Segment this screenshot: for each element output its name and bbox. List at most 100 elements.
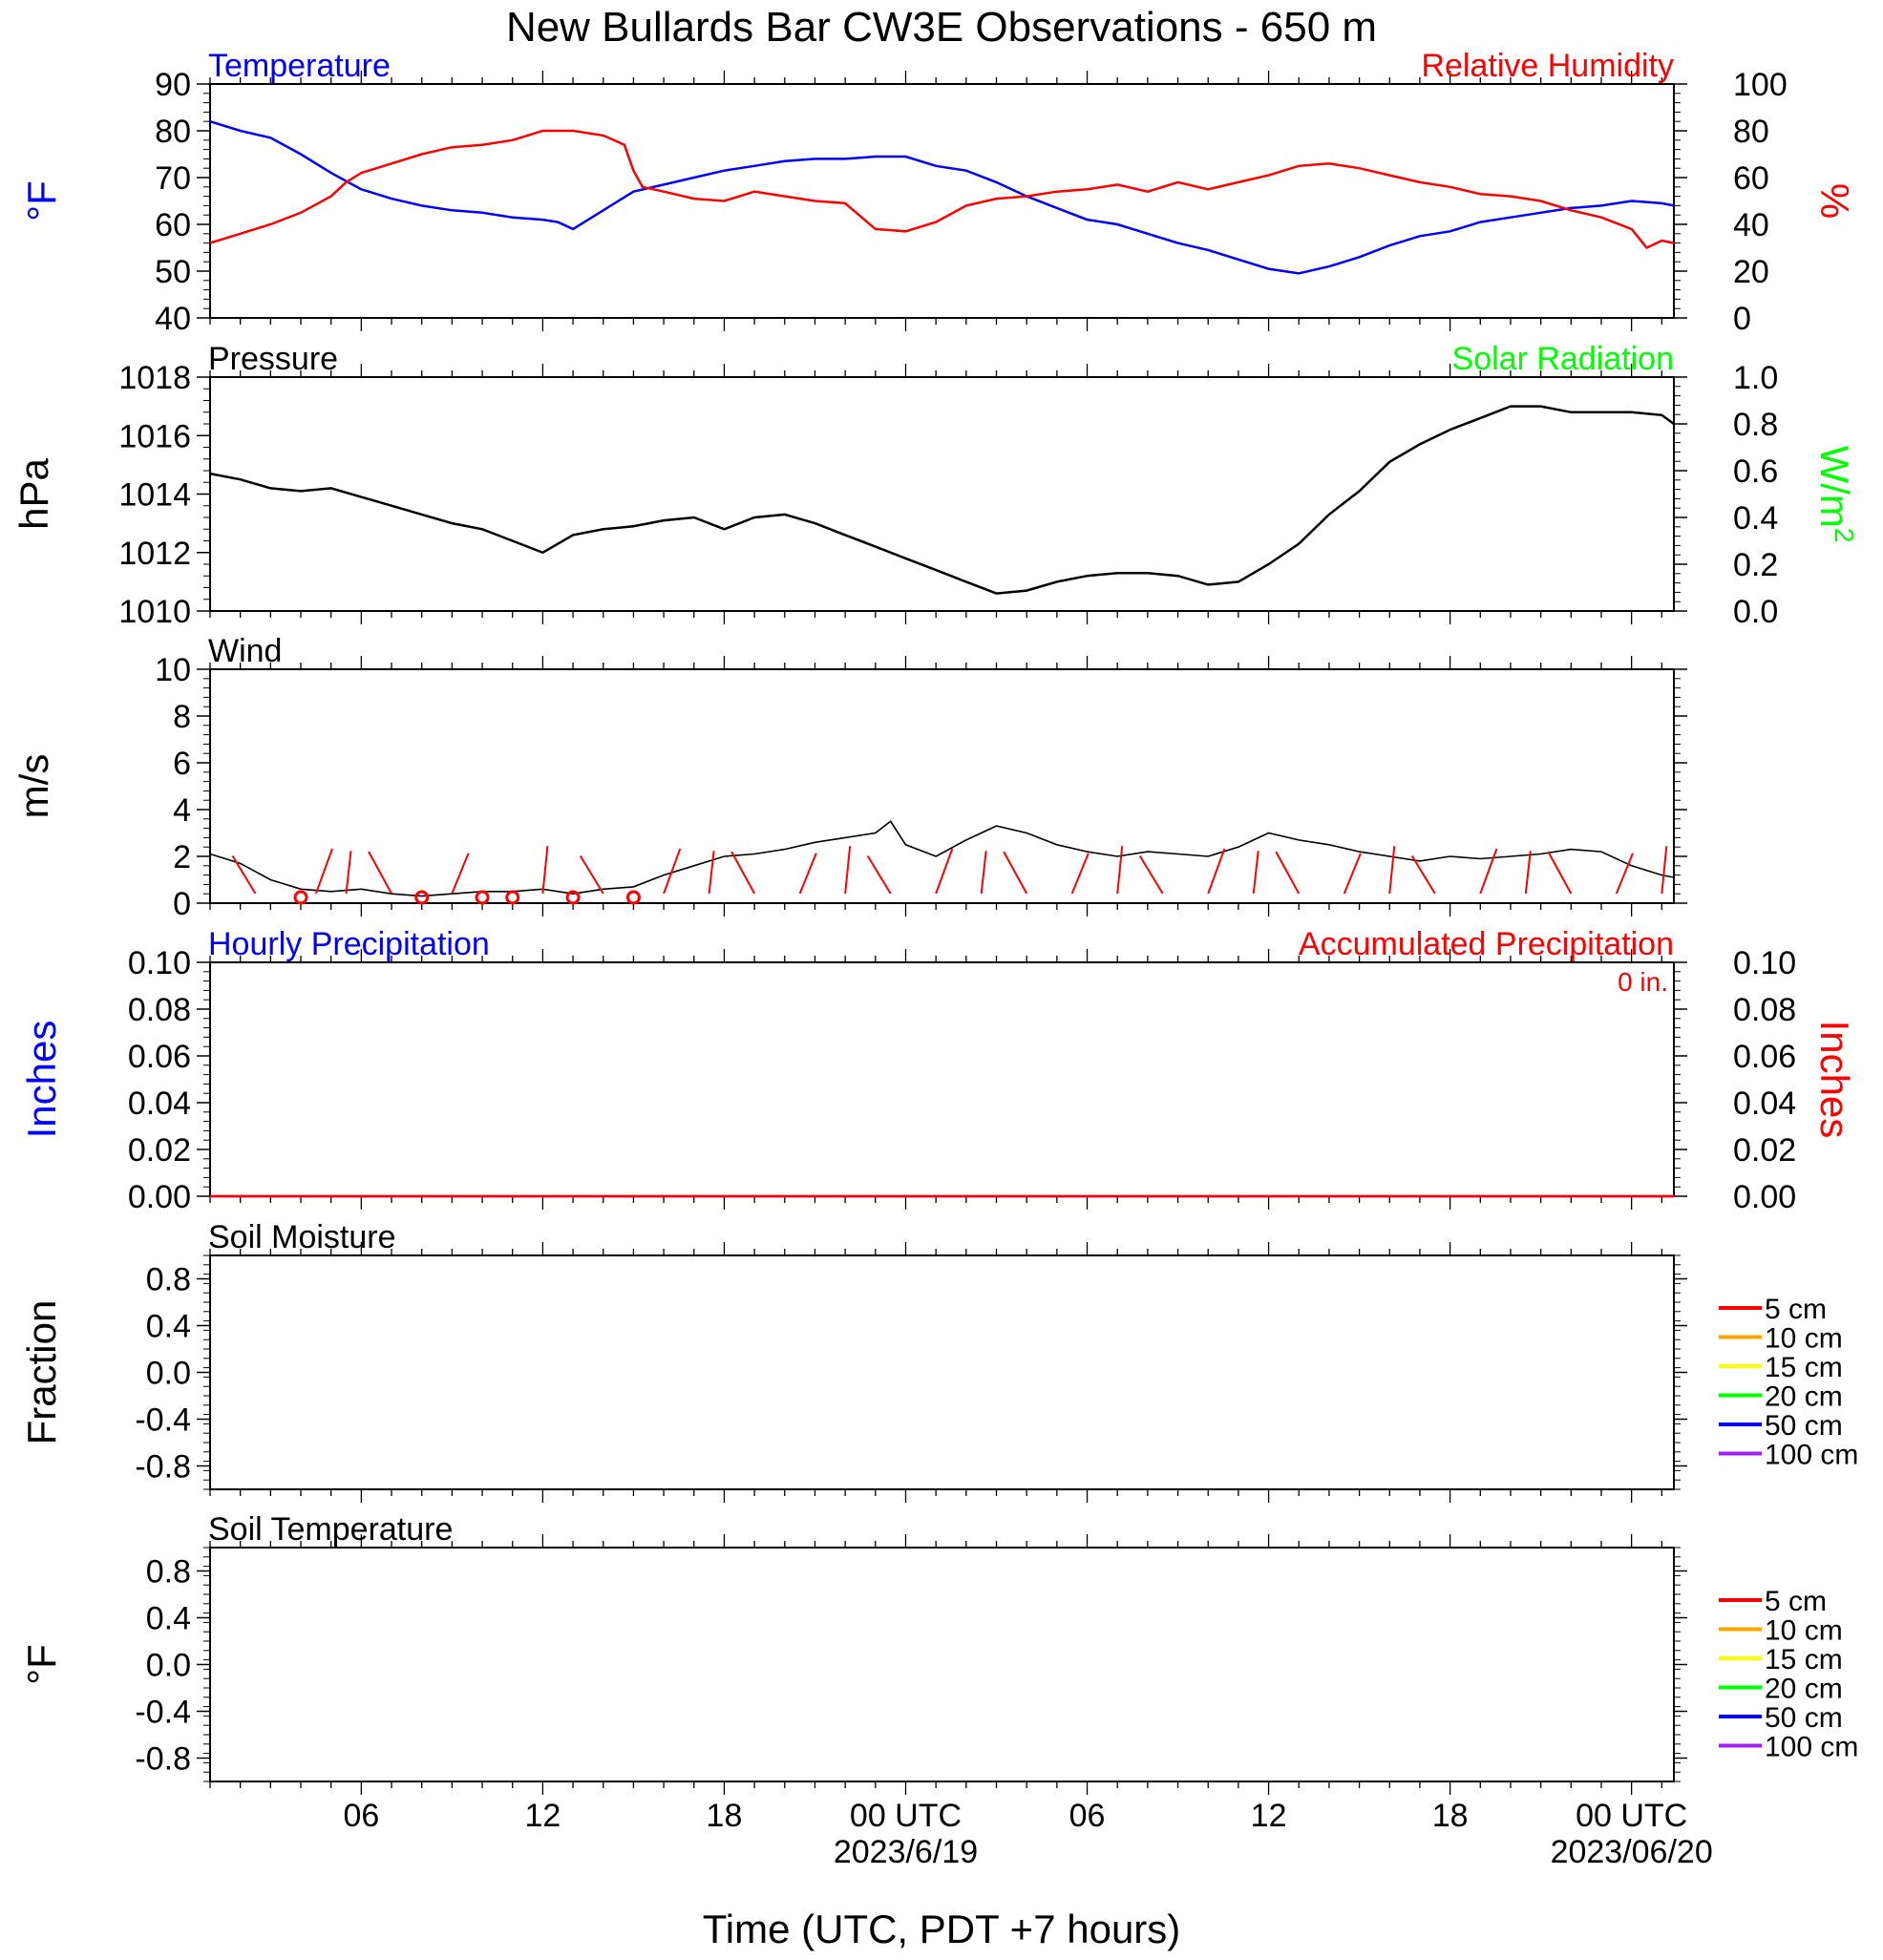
x-tick-label: 18 [707,1798,743,1834]
y-axis-label-right-superscript: 2 [1830,528,1860,543]
y-tick-label-right: 0.08 [1733,992,1796,1028]
legend-label: 15 cm [1765,1644,1843,1675]
calm-wind-marker [475,890,490,905]
x-tick-label: 12 [524,1798,561,1834]
y-tick-label-left: 1010 [118,594,191,630]
series-line-temperature [209,120,1675,275]
y-tick-label-left: 0.4 [146,1601,191,1637]
legend-label: 20 cm [1765,1381,1843,1413]
wind-barb [1524,851,1532,895]
panel-frame [209,961,1675,1197]
wind-barb [1479,848,1498,895]
y-tick-label-left: 4 [173,792,191,829]
wind-barb [541,846,549,895]
y-tick-label-right: 1.0 [1733,360,1778,396]
y-tick-label-right: 0.8 [1733,407,1778,443]
y-tick-label-left: 0.00 [128,1179,191,1215]
panel-soil_moisture: 0.8 0.4 0.0 -0.4 -0.8 Soil Moisture Fraction 5 … [19,1219,1858,1503]
y-tick-label-left: 2 [173,839,191,875]
panel-title-left: Pressure [208,341,338,377]
panel-precipitation: 0.10 0.08 0.06 0.04 0.02 0.00 0.10 0.08 0.06 0.04… [19,926,1857,1215]
y-tick-label-right: 0.6 [1733,453,1778,490]
legend-label: 10 cm [1765,1323,1843,1355]
y-axis-label-right-text: Inches [1812,1021,1857,1139]
series-line-pressure [209,405,1675,595]
wind-barb [844,846,852,895]
wind-barb [451,853,470,895]
y-tick-label-left: -0.8 [135,1449,191,1486]
y-tick-label-left: -0.4 [135,1402,191,1439]
y-axis-label-left: hPa [11,457,56,529]
wind-barb [980,851,987,895]
panel-title-right: Solar Radiation [1452,341,1674,377]
x-tick-label: 06 [1069,1798,1106,1834]
panel-title-left: Hourly Precipitation [208,926,490,962]
y-tick-label-left: 0.06 [128,1039,191,1075]
y-tick-label-right: 0.02 [1733,1132,1796,1169]
y-tick-label-left: 70 [155,160,191,197]
legend-label: 100 cm [1765,1440,1858,1471]
wind-barb [663,848,682,895]
y-tick-label-left: 60 [155,207,191,243]
y-tick-label-left: 0.8 [146,1262,191,1298]
y-tick-label-left: 0 [173,886,191,922]
y-tick-label-left: -0.4 [135,1695,191,1731]
wind-barb [1138,854,1164,895]
legend-label: 5 cm [1765,1586,1827,1617]
legend-label: 100 cm [1765,1732,1858,1763]
y-tick-label-left: 10 [155,652,191,688]
panel-frame [209,1547,1675,1782]
panel-frame [209,668,1675,904]
wind-barb [1343,853,1362,895]
panel-wind: 10 8 6 4 2 0 Wind m/s [11,633,1687,922]
wind-barb [1252,851,1259,895]
x-date-label: 2023/06/20 [1551,1834,1713,1870]
y-tick-label-right: 0.4 [1733,500,1778,537]
wind-barb [1116,846,1124,895]
y-tick-label-left: 1014 [118,477,191,514]
y-tick-label-right: 60 [1733,160,1769,197]
calm-wind-marker [505,890,520,905]
y-axis-label-right: % [1812,183,1857,219]
y-tick-label-right: 0 [1733,301,1751,337]
y-axis-label-right: Inches [1812,1021,1857,1139]
wind-barb [730,851,756,895]
legend-label: 50 cm [1765,1410,1843,1442]
y-tick-label-right: 0.10 [1733,945,1796,981]
y-tick-label-left: 0.04 [128,1085,191,1122]
panel-title-left: Soil Temperature [208,1511,453,1548]
y-tick-label-left: 1016 [118,418,191,454]
y-tick-label-left: 0.10 [128,945,191,981]
wind-barb [231,854,257,895]
panel-frame [209,376,1675,612]
legend-label: 10 cm [1765,1615,1843,1647]
wind-barb [1275,851,1301,895]
wind-barb [1388,846,1396,895]
y-axis-label-left: Fraction [19,1300,64,1445]
y-axis-label-right: W/m2 [1812,446,1860,543]
x-tick-label: 00 UTC [1576,1798,1687,1834]
y-tick-label-left: 90 [155,67,191,103]
y-tick-label-left: 0.0 [146,1648,191,1684]
y-tick-label-right: 80 [1733,114,1769,150]
legend-label: 50 cm [1765,1702,1843,1734]
y-tick-label-left: 80 [155,114,191,150]
y-tick-label-left: 40 [155,301,191,337]
x-tick-label: 12 [1251,1798,1287,1834]
wind-barb [1410,854,1436,895]
x-date-label: 2023/6/19 [834,1834,978,1870]
wind-barb [798,853,817,895]
y-tick-label-left: 1018 [118,360,191,396]
y-tick-label-left: 0.08 [128,992,191,1028]
y-tick-label-left: 0.0 [146,1356,191,1392]
panel-frame [209,83,1675,319]
wind-barb [866,854,892,895]
calm-wind-marker [625,890,641,905]
wind-barb [579,854,604,895]
y-tick-label-right: 0.06 [1733,1039,1796,1075]
accumulated-total-label: 0 in. [1618,967,1668,997]
y-axis-label-left: m/s [11,754,56,819]
